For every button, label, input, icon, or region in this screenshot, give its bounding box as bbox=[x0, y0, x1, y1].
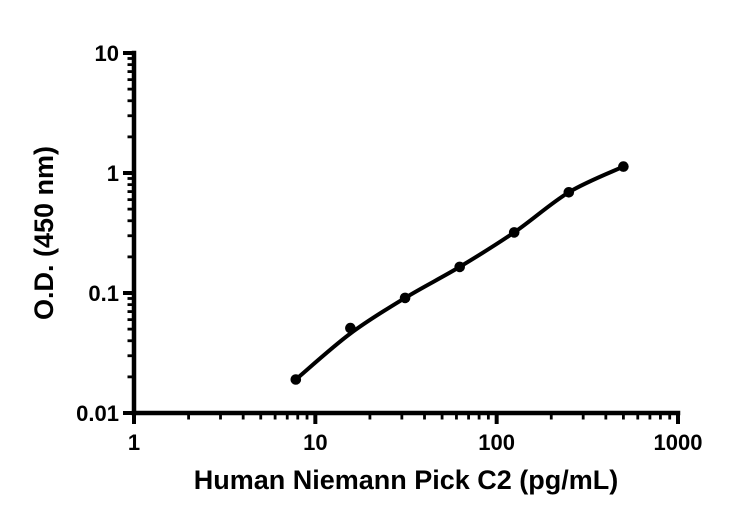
data-point bbox=[399, 292, 411, 304]
y-tick-label: 10 bbox=[95, 41, 119, 66]
data-point bbox=[345, 322, 356, 334]
fit-curve bbox=[293, 164, 626, 382]
x-tick-label: 10 bbox=[303, 430, 327, 455]
data-point bbox=[618, 161, 629, 172]
y-axis-label: O.D. (450 nm) bbox=[29, 146, 59, 320]
x-tick-label: 1 bbox=[128, 430, 140, 455]
data-points bbox=[290, 161, 629, 385]
y-tick-label: 1 bbox=[107, 161, 119, 186]
data-point bbox=[508, 227, 520, 238]
x-tick-label: 100 bbox=[478, 430, 515, 455]
y-tick-label: 0.01 bbox=[76, 401, 119, 426]
x-tick-label: 1000 bbox=[654, 430, 703, 455]
y-tick-label: 0.1 bbox=[88, 281, 119, 306]
data-point bbox=[563, 187, 575, 198]
axes bbox=[131, 50, 681, 416]
x-axis-label: Human Niemann Pick C2 (pg/mL) bbox=[194, 465, 619, 495]
data-point bbox=[290, 374, 302, 385]
fit-curve-path bbox=[293, 164, 626, 382]
data-point bbox=[454, 261, 466, 273]
axis-ticks: 1 10 100 1000 10 1 0.1 0.01 bbox=[76, 41, 702, 455]
